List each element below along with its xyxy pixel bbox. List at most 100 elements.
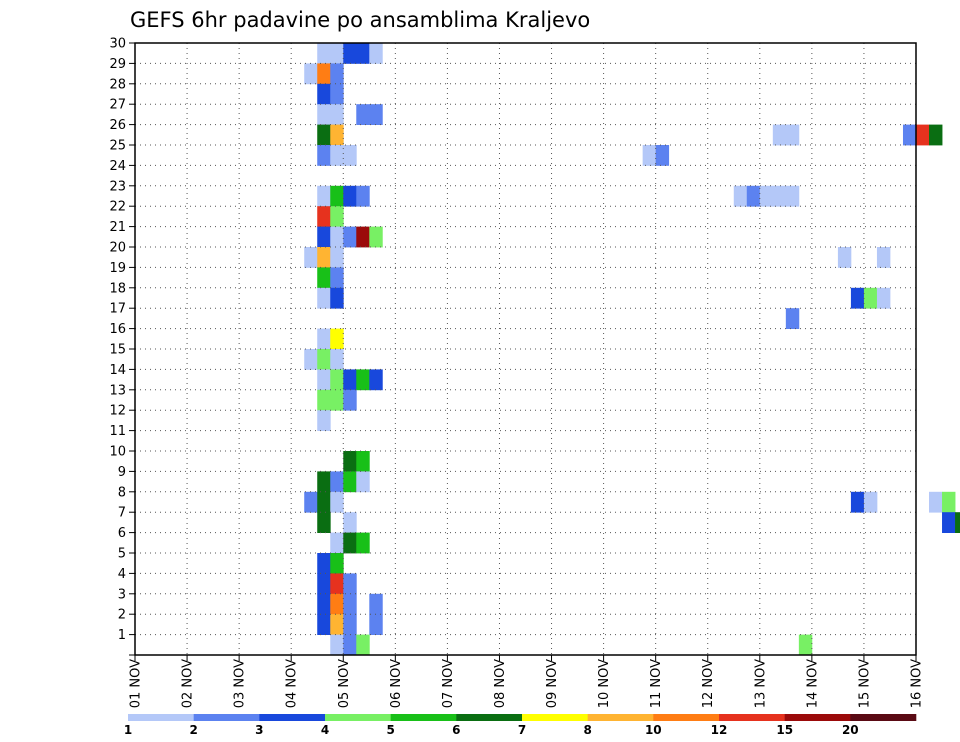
legend-swatch <box>850 714 917 721</box>
precip-cell <box>746 185 761 207</box>
x-tick-label: 10 NOV <box>597 659 612 708</box>
legend-label: 5 <box>387 723 395 737</box>
precip-cell <box>343 369 357 391</box>
precip-cell <box>330 389 344 411</box>
legend-swatch <box>259 714 326 721</box>
precip-cell <box>317 267 331 289</box>
precip-cell <box>850 287 865 309</box>
precip-cell <box>343 145 357 166</box>
y-tick-label: 13 <box>109 383 126 398</box>
y-tick-label: 5 <box>118 547 126 562</box>
precip-cell <box>330 63 344 85</box>
precip-cell <box>317 512 331 533</box>
precip-cell <box>317 83 331 105</box>
precip-cell <box>330 287 344 309</box>
precip-cell <box>850 491 865 513</box>
y-tick-label: 26 <box>109 118 126 133</box>
legend-label: 3 <box>255 723 263 737</box>
x-tick-label: 08 NOV <box>493 659 508 708</box>
precip-cell <box>317 369 331 391</box>
precip-cell <box>942 512 956 533</box>
x-tick-label: 09 NOV <box>545 659 560 708</box>
precip-cell <box>330 471 344 493</box>
precip-cell <box>330 185 344 207</box>
y-tick-label: 30 <box>109 37 126 52</box>
precip-cell <box>642 145 657 166</box>
precip-cell <box>304 63 318 85</box>
precip-cell <box>343 451 357 472</box>
precip-cell <box>343 389 357 411</box>
precip-cell <box>655 145 670 166</box>
precip-cell <box>356 104 370 125</box>
y-tick-label: 8 <box>118 485 126 500</box>
x-tick-label: 12 NOV <box>701 659 716 708</box>
precip-cell <box>733 185 748 207</box>
legend-swatch <box>193 714 260 721</box>
x-tick-label: 02 NOV <box>181 659 196 708</box>
legend-swatch <box>522 714 588 721</box>
precip-cell <box>785 124 800 146</box>
legend-swatch <box>719 714 785 721</box>
precip-cell <box>929 491 943 513</box>
precip-cell <box>343 634 357 656</box>
precip-cell <box>356 43 370 64</box>
precip-cell <box>330 206 344 227</box>
y-tick-label: 11 <box>109 424 126 439</box>
precip-cell <box>317 491 331 513</box>
legend-label: 15 <box>776 723 793 737</box>
y-tick-label: 9 <box>118 465 126 480</box>
precip-cell <box>772 124 787 146</box>
precip-cell <box>330 532 344 554</box>
precip-cell <box>317 145 331 166</box>
y-tick-label: 28 <box>109 77 126 92</box>
legend-swatch <box>587 714 654 721</box>
precip-cell <box>955 512 960 533</box>
y-tick-label: 25 <box>109 139 126 154</box>
precip-cell <box>330 145 344 166</box>
precip-cell <box>343 185 357 207</box>
precip-cell <box>343 593 357 615</box>
x-tick-label: 13 NOV <box>753 659 768 708</box>
x-tick-label: 04 NOV <box>285 659 300 708</box>
x-tick-label: 11 NOV <box>649 659 664 708</box>
y-tick-label: 21 <box>109 220 126 235</box>
precip-cell <box>317 593 331 615</box>
precip-cell <box>356 226 370 248</box>
precip-cell <box>369 593 383 615</box>
legend-swatch <box>325 714 391 721</box>
legend-swatch <box>128 714 194 721</box>
legend-swatch <box>653 714 720 721</box>
precip-cell <box>343 471 357 493</box>
x-tick-label: 07 NOV <box>441 659 456 708</box>
precip-cell <box>876 247 891 268</box>
legend-label: 7 <box>518 723 526 737</box>
precip-cell <box>330 104 344 125</box>
legend-label: 10 <box>645 723 662 737</box>
precip-cell <box>330 328 344 350</box>
precip-cell <box>356 471 370 493</box>
precip-cell <box>330 43 344 64</box>
y-tick-label: 12 <box>109 404 126 419</box>
precip-cell <box>929 124 943 146</box>
x-axis: 01 NOV 02 NOV 03 NOV 04 NOV 05 NOV 06 NOV 07 N… <box>129 655 925 708</box>
y-tick-label: 10 <box>109 445 126 460</box>
x-tick-label: 14 NOV <box>805 659 820 708</box>
y-axis: 1234567891011121314151617181920212223242… <box>109 37 135 656</box>
precip-cell <box>317 287 331 309</box>
precip-cell <box>356 634 370 656</box>
precip-cell <box>317 63 331 85</box>
precip-cell <box>317 247 331 268</box>
y-tick-label: 6 <box>118 526 126 541</box>
y-tick-label: 15 <box>109 343 126 358</box>
y-tick-label: 1 <box>118 628 126 643</box>
y-tick-label: 19 <box>109 261 126 276</box>
precip-cell <box>343 614 357 635</box>
y-tick-label: 23 <box>109 179 126 194</box>
precip-cell <box>330 267 344 289</box>
precip-cell <box>317 389 331 411</box>
precip-cell <box>330 634 344 656</box>
precip-cell <box>369 369 383 391</box>
legend-swatch <box>456 714 523 721</box>
precip-cells <box>304 43 960 656</box>
